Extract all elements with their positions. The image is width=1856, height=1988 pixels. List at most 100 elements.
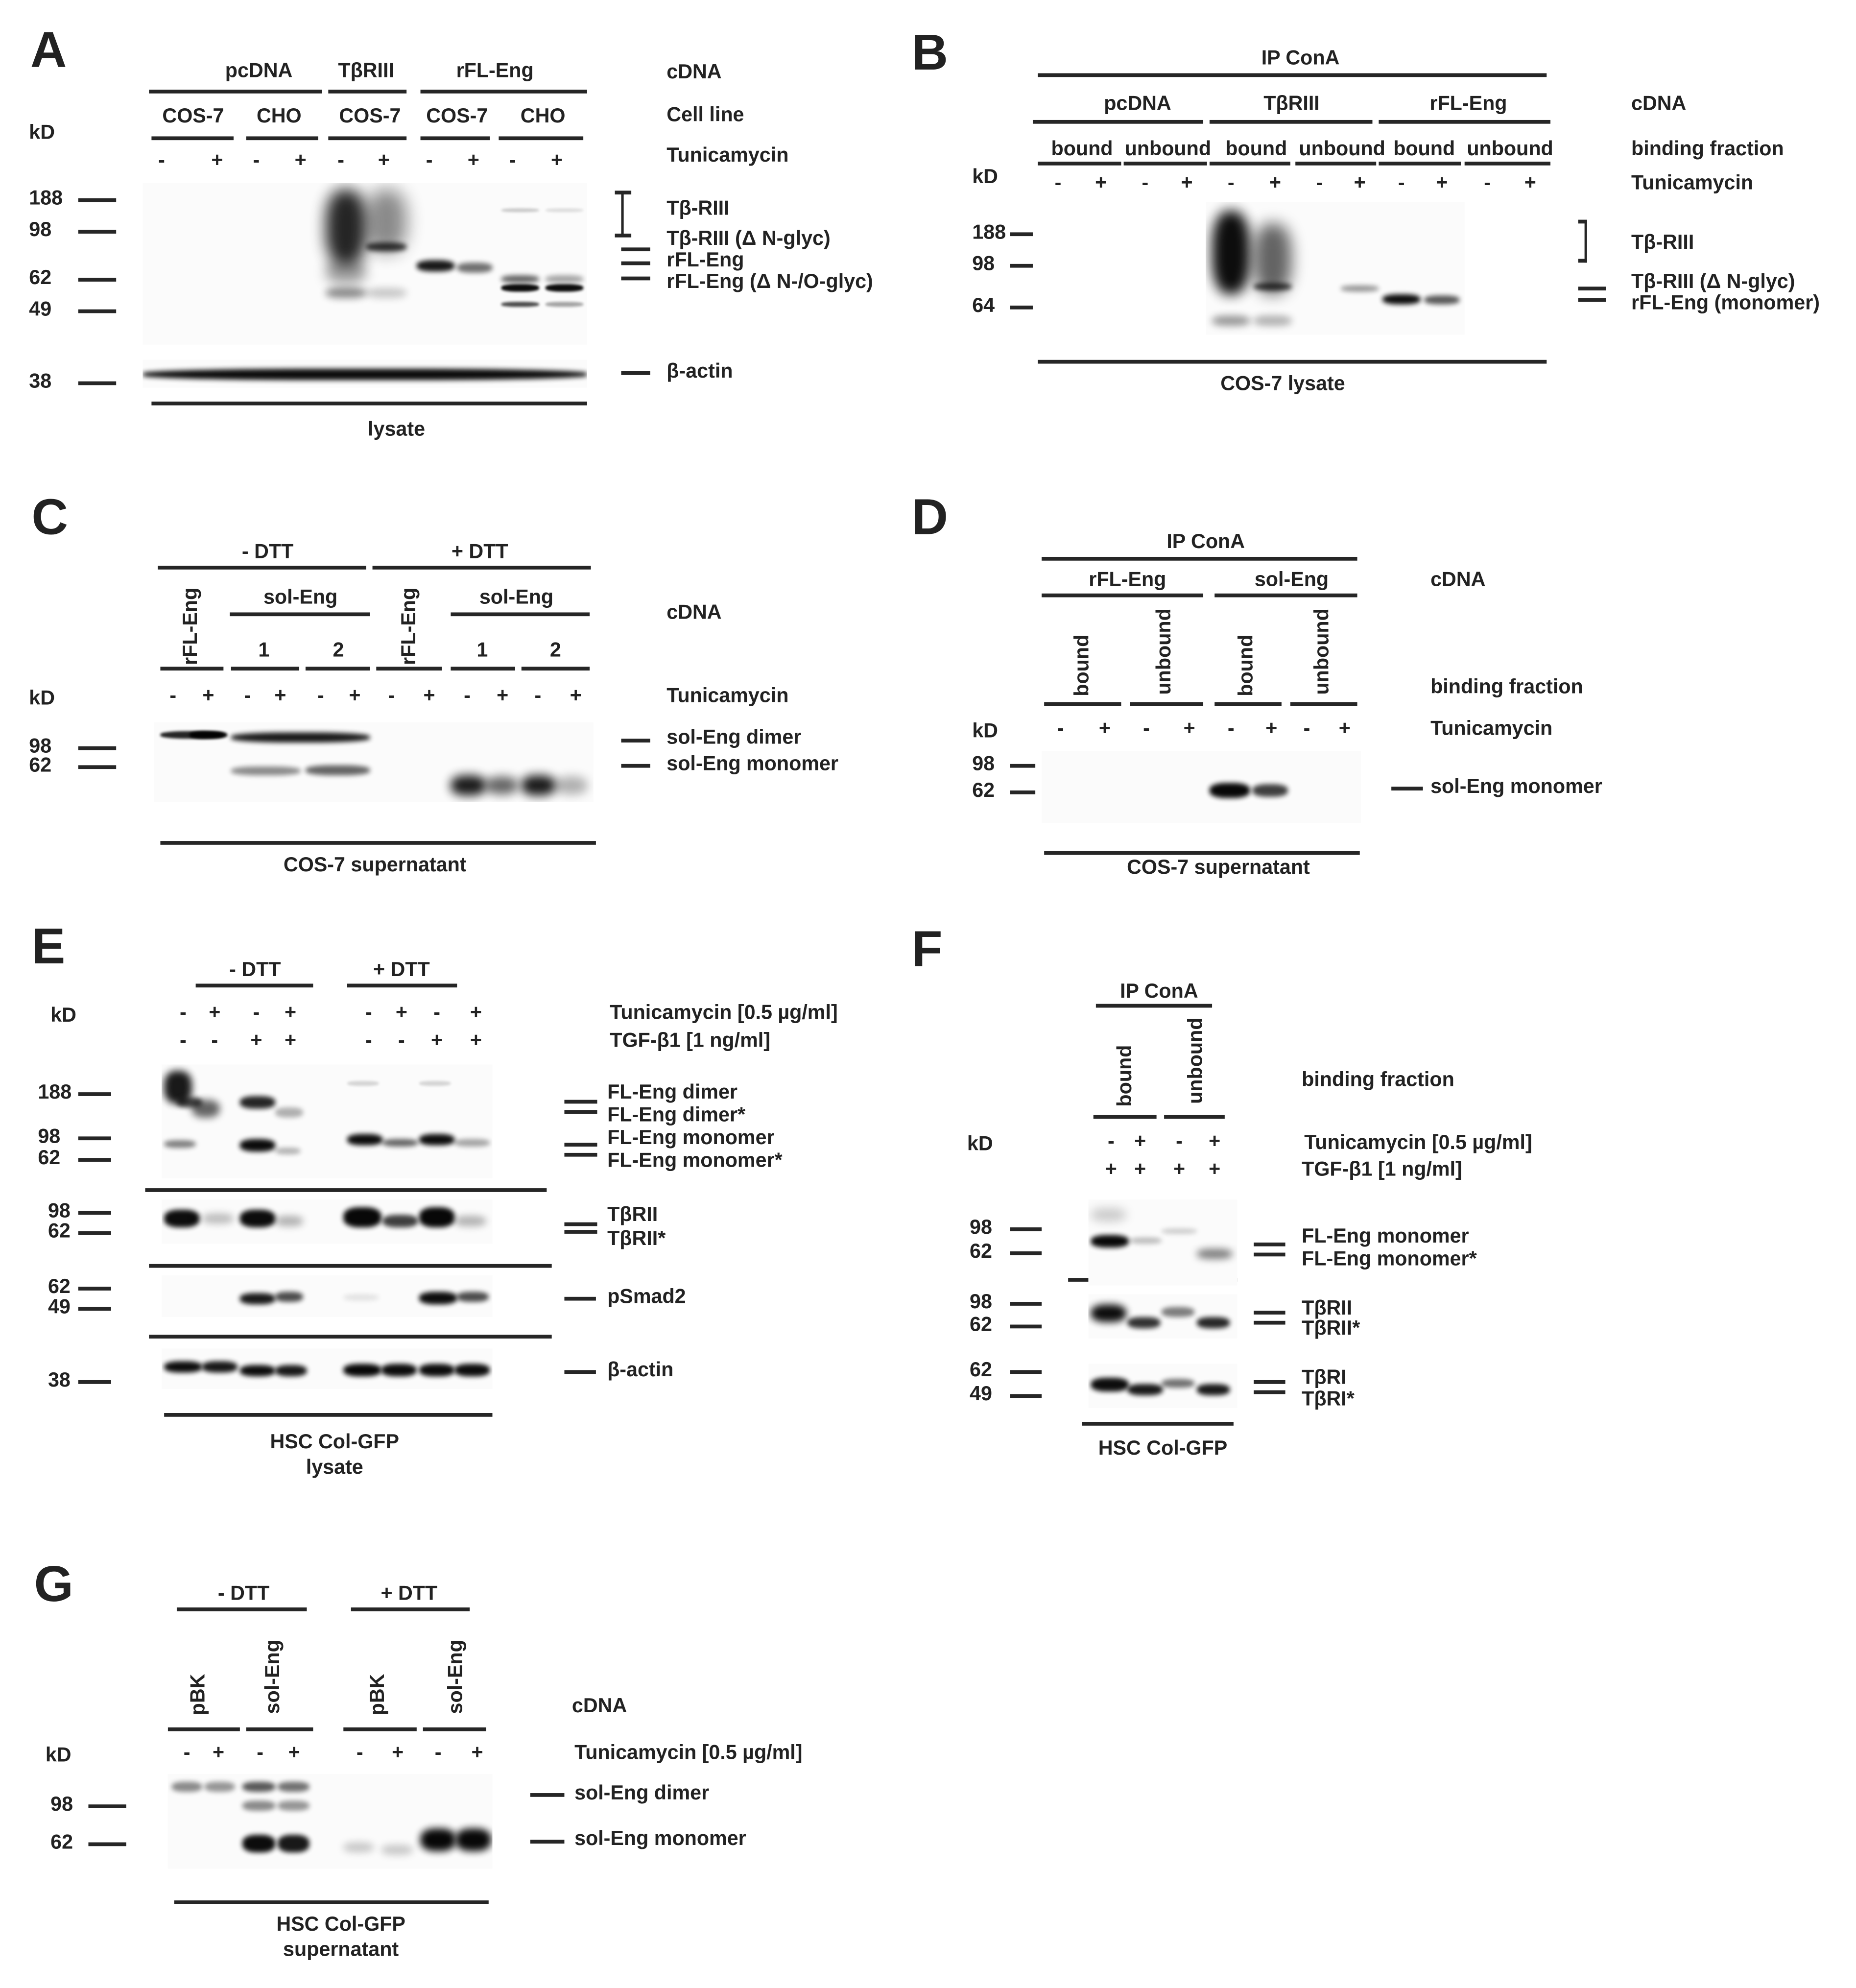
binding-fraction-header: bound (1051, 139, 1113, 161)
protein-band (1424, 295, 1460, 304)
tgf-sign: + (284, 1030, 297, 1052)
cell-line-header: CHO (256, 106, 302, 128)
protein-band (343, 1293, 379, 1300)
band-indicator-tick (615, 233, 632, 237)
protein-band (1212, 315, 1250, 326)
band-indicator-tick (621, 370, 650, 375)
tunicamycin-sign: - (434, 1742, 442, 1764)
divider-line (160, 840, 596, 844)
divider-line (167, 1726, 240, 1731)
divider-line (328, 89, 407, 93)
divider-line (521, 666, 590, 670)
tunicamycin-sign: - (183, 1742, 190, 1764)
band-indicator-tick (564, 1142, 597, 1146)
mw-marker-tick (1010, 305, 1033, 309)
western-blot (1088, 1364, 1237, 1408)
mw-marker-tick (78, 1091, 111, 1096)
tunicamycin-sign: - (317, 685, 324, 707)
tunicamycin-sign: + (1134, 1131, 1146, 1153)
tunicamycin-sign: + (378, 150, 390, 172)
divider-line (372, 565, 591, 569)
cdna-header: rFL-Eng (180, 587, 202, 665)
panel-footer: supernatant (283, 1940, 399, 1961)
tunicamycin-sign: + (392, 1742, 404, 1764)
band-label: sol-Eng dimer (666, 727, 802, 749)
row-label-cdna: cDNA (1631, 93, 1687, 115)
row-label-tunicamycin: Tunicamycin [0.5 µg/ml] (610, 1003, 838, 1024)
protein-band (275, 1364, 307, 1376)
protein-band (347, 1133, 383, 1145)
protein-band (501, 302, 539, 307)
band-indicator-tick (564, 1152, 597, 1156)
band-label: FL-Eng monomer (1302, 1226, 1469, 1248)
kd-label: kD (972, 721, 998, 743)
divider-line (1032, 119, 1204, 123)
panel-footer: COS-7 supernatant (283, 855, 467, 877)
divider-line (451, 666, 515, 670)
band-indicator-tick (564, 1222, 597, 1226)
band-indicator-tick (564, 1109, 597, 1113)
kd-label: kD (45, 1745, 71, 1767)
panel-footer: COS-7 supernatant (1127, 857, 1310, 879)
tunicamycin-sign: + (1183, 718, 1195, 740)
protein-band (1091, 1304, 1126, 1322)
protein-band (239, 1292, 276, 1304)
tunicamycin-sign: - (388, 685, 395, 707)
cdna-header: rFL-Eng (1089, 569, 1166, 591)
tunicamycin-sign: + (470, 1003, 482, 1024)
band-label: rFL-Eng (666, 250, 744, 272)
bracket (621, 192, 624, 237)
tunicamycin-sign: + (284, 1003, 297, 1024)
divider-line (246, 1726, 313, 1731)
divider-line (420, 89, 587, 93)
tunicamycin-sign: + (1095, 173, 1107, 195)
mw-marker-tick (78, 277, 117, 281)
mw-marker-tick (1010, 1393, 1042, 1397)
clone-header: 2 (333, 640, 344, 662)
mw-marker-label: 62 (970, 1241, 992, 1263)
divider-line (1095, 1003, 1213, 1007)
divider-line (420, 136, 490, 140)
cdna-header: sol-Eng (262, 1640, 285, 1714)
protein-band (545, 284, 584, 292)
panel-footer: COS-7 lysate (1220, 374, 1345, 395)
binding-fraction-header: unbound (1124, 139, 1212, 161)
band-label: pSmad2 (607, 1287, 686, 1309)
tunicamycin-sign: + (349, 685, 361, 707)
mw-marker-label: 62 (29, 267, 52, 289)
protein-band (455, 1828, 491, 1851)
ip-header: IP ConA (1261, 48, 1340, 70)
tgf-sign: + (250, 1030, 262, 1052)
panel-footer: lysate (306, 1457, 363, 1479)
protein-band (501, 208, 539, 212)
binding-fraction-header: unbound (1299, 139, 1385, 161)
panel-letter: F (911, 922, 943, 978)
band-label: sol-Eng dimer (574, 1783, 710, 1805)
mw-marker-tick (78, 229, 117, 233)
band-label: TβRI* (1302, 1389, 1355, 1411)
band-indicator-tick (530, 1792, 565, 1796)
mw-marker-tick (1010, 1301, 1042, 1305)
panel-footer: lysate (368, 419, 426, 441)
tunicamycin-sign: - (1398, 173, 1405, 195)
tunicamycin-sign: - (464, 685, 471, 707)
band-label: TβRI (1302, 1367, 1347, 1389)
protein-band (419, 1292, 457, 1305)
cell-line-header: COS-7 (426, 106, 488, 128)
protein-band (278, 1800, 309, 1811)
tunicamycin-sign: + (212, 1742, 225, 1764)
protein-band (326, 189, 366, 265)
protein-band (239, 1096, 276, 1109)
band-indicator-tick (1254, 1389, 1285, 1394)
kd-label: kD (50, 1005, 76, 1027)
divider-line (376, 666, 442, 670)
divider-line (1082, 1421, 1234, 1425)
row-label-binding-fraction: binding fraction (1631, 139, 1784, 161)
western-blot (162, 1064, 493, 1178)
divider-line (160, 666, 224, 670)
tunicamycin-sign: - (158, 150, 165, 172)
tunicamycin-sign: - (433, 1003, 440, 1024)
tunicamycin-sign: + (1265, 718, 1278, 740)
tgf-sign: + (1209, 1159, 1221, 1181)
divider-line (1042, 593, 1204, 597)
